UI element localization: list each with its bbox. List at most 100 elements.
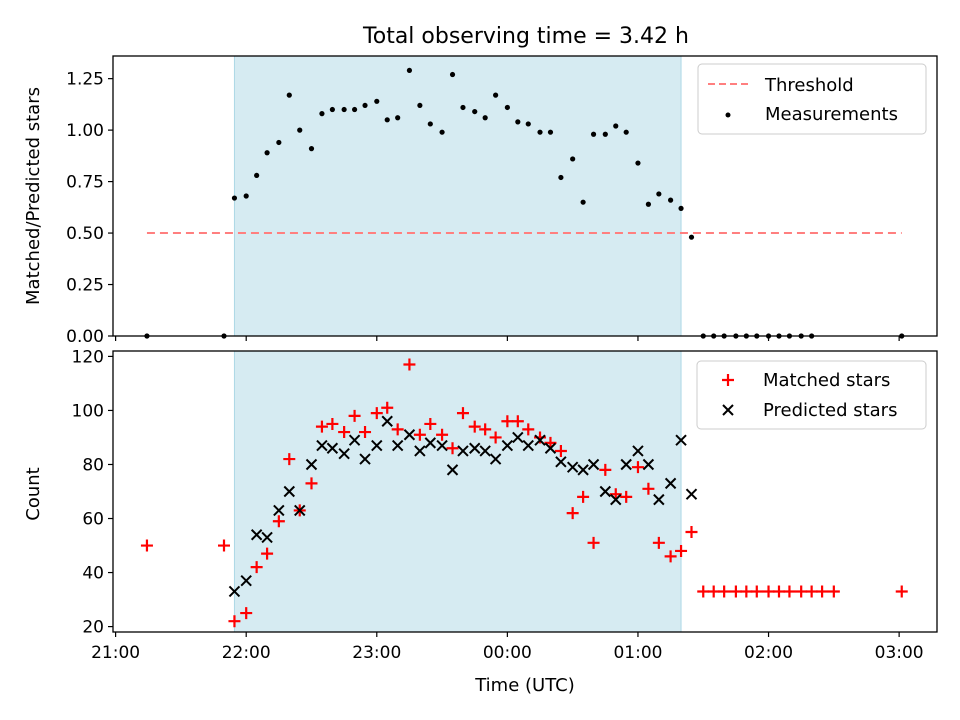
matched-stars-point xyxy=(338,426,351,439)
matched-stars-point xyxy=(762,585,775,598)
ratio-legend: Threshold Measurements xyxy=(697,63,927,135)
predicted-stars-point xyxy=(359,453,371,465)
x-tick-label: 01:00 xyxy=(613,643,662,663)
matched-stars-point xyxy=(283,453,296,466)
ratio-panel: 0.00 0.25 0.50 0.75 1.00 1.25 Matched/Predict… xyxy=(23,55,938,347)
measurements-point xyxy=(362,102,368,109)
predicted-stars-point xyxy=(403,429,416,441)
x-axis-label: Time (UTC) xyxy=(474,675,575,696)
measurements-point xyxy=(623,129,629,135)
matched-stars-point xyxy=(456,407,469,420)
measurements-point xyxy=(472,108,478,115)
measurements-point xyxy=(297,127,303,133)
y-tick-label: 80 xyxy=(82,455,104,475)
ratio-legend-box xyxy=(697,63,927,135)
matched-stars-point xyxy=(577,490,590,503)
measurements-point xyxy=(254,172,260,179)
y-tick-label: 0.75 xyxy=(66,173,104,193)
predicted-stars-point xyxy=(228,585,241,598)
count-y-axis-label: Count xyxy=(23,467,44,520)
matched-stars-point xyxy=(261,547,274,560)
predicted-stars-point xyxy=(685,488,698,500)
predicted-stars-point xyxy=(512,431,524,444)
x-tick-label: 03:00 xyxy=(875,643,924,663)
ratio-marks xyxy=(144,67,905,339)
predicted-stars-point xyxy=(555,456,567,468)
matched-stars-point xyxy=(489,431,502,444)
y-tick-label: 0.25 xyxy=(66,276,104,296)
matched-stars-point xyxy=(522,423,535,436)
matched-stars-point xyxy=(587,536,600,549)
matched-legend-label: Matched stars xyxy=(763,370,890,391)
measurements-point xyxy=(493,92,499,98)
matched-stars-point xyxy=(685,526,698,539)
measurements-point xyxy=(515,119,521,125)
predicted-stars-point xyxy=(326,442,339,454)
predicted-stars-point xyxy=(371,439,383,452)
predicted-stars-point xyxy=(577,464,589,476)
predicted-stars-point xyxy=(446,464,459,476)
predicted-stars-point xyxy=(457,445,469,457)
predicted-stars-point xyxy=(283,485,295,498)
predicted-stars-point xyxy=(250,529,263,541)
count-observing-window xyxy=(233,350,682,633)
matched-stars-point xyxy=(772,585,785,598)
x-tick-label: 00:00 xyxy=(483,643,532,663)
matched-stars-point xyxy=(468,420,481,433)
ratio-axes-frame xyxy=(112,55,938,337)
y-tick-label: 40 xyxy=(82,564,104,584)
matched-stars-point xyxy=(228,615,241,628)
measurements-point xyxy=(547,129,554,135)
y-tick-label: 60 xyxy=(82,510,104,530)
measurements-point xyxy=(678,205,684,211)
measurements-point xyxy=(504,104,510,111)
matched-stars-point xyxy=(305,477,318,490)
predicted-stars-point xyxy=(675,434,687,446)
matched-stars-point xyxy=(413,428,426,441)
matched-stars-point xyxy=(805,585,818,598)
matched-stars-point xyxy=(501,415,514,428)
predicted-stars-point xyxy=(305,458,318,471)
measurements-point xyxy=(276,139,282,146)
count-x-axis: 21:00 22:00 23:00 00:00 01:00 02:00 03:00 xyxy=(91,632,924,663)
x-tick-label: 23:00 xyxy=(352,643,401,663)
measurements-point xyxy=(286,92,292,98)
matched-stars-point xyxy=(391,423,404,436)
predicted-stars-point xyxy=(653,493,665,506)
measurements-point xyxy=(482,115,488,121)
x-tick-label: 21:00 xyxy=(91,643,140,663)
x-tick-label: 22:00 xyxy=(222,643,271,663)
predicted-stars-point xyxy=(544,442,557,454)
matched-stars-point xyxy=(631,461,644,474)
ratio-observing-window xyxy=(233,55,682,337)
matched-stars-point xyxy=(381,401,394,414)
predicted-stars-point xyxy=(534,434,546,446)
measurements-point xyxy=(439,129,445,135)
measurements-point xyxy=(570,156,576,162)
measurements-point xyxy=(308,146,315,152)
predicted-stars-point xyxy=(424,437,437,449)
predicted-stars-point xyxy=(273,504,285,517)
measurements-point xyxy=(656,191,662,197)
predicted-legend-label: Predicted stars xyxy=(763,400,897,421)
y-tick-label: 100 xyxy=(72,401,104,421)
measurements-point xyxy=(613,123,619,129)
predicted-stars-point xyxy=(436,439,448,452)
matched-stars-point xyxy=(652,536,665,549)
predicted-stars-point xyxy=(381,415,393,427)
matched-stars-point xyxy=(217,539,230,552)
predicted-stars-point xyxy=(501,439,514,452)
matched-stars-point xyxy=(326,417,339,430)
measurements-point xyxy=(460,104,466,111)
measurements-point xyxy=(319,111,325,117)
measurements-point xyxy=(580,199,586,205)
measurements-point xyxy=(427,121,433,127)
predicted-stars-point xyxy=(599,485,612,498)
measurements-point xyxy=(558,174,564,181)
predicted-stars-point xyxy=(566,461,579,473)
predicted-stars-point xyxy=(261,531,273,544)
matched-stars-point xyxy=(707,585,720,598)
measurements-point xyxy=(688,234,695,240)
matched-stars-point xyxy=(403,358,416,371)
count-legend-box xyxy=(696,360,927,430)
